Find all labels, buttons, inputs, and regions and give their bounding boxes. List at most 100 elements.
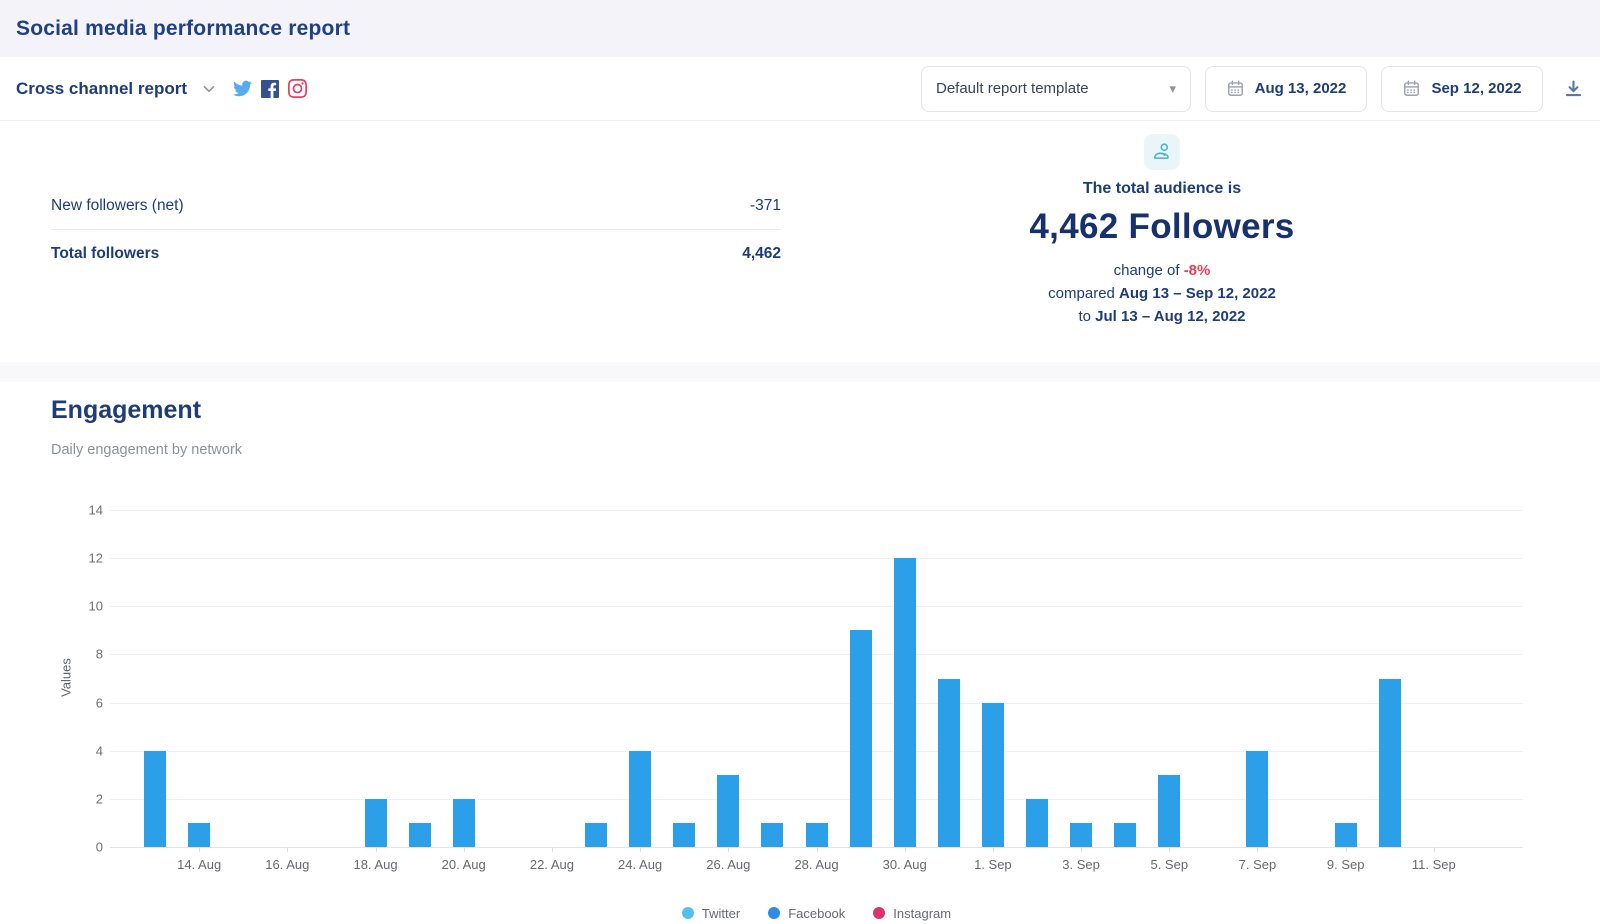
y-axis: 14 12 10 8 6 4 2 0 [60, 503, 103, 855]
bar-2-sep[interactable] [1025, 798, 1048, 847]
date-from-input[interactable]: Aug 13, 2022 [1205, 65, 1367, 112]
calendar-icon [1227, 80, 1243, 96]
gridline [110, 606, 1523, 608]
chevron-down-icon[interactable] [201, 81, 217, 97]
gridline [110, 510, 1523, 511]
date-to-input[interactable]: Sep 12, 2022 [1381, 65, 1543, 112]
bar-28-aug[interactable] [805, 822, 828, 847]
legend-label: Facebook [788, 906, 846, 921]
legend-item-twitter[interactable]: Twitter [681, 903, 741, 921]
facebook-icon[interactable] [261, 79, 279, 98]
bar-26-aug[interactable] [717, 774, 740, 847]
bar-9-sep[interactable] [1334, 822, 1357, 847]
bar-27-aug[interactable] [761, 822, 784, 847]
followers-stats-table: New followers (net) -371 Total followers… [51, 183, 781, 277]
legend-item-facebook[interactable]: Facebook [768, 903, 845, 921]
x-axis-tick [992, 847, 994, 852]
x-axis-tick [463, 847, 465, 852]
twitter-icon[interactable] [233, 79, 252, 98]
bar-10-sep[interactable] [1378, 678, 1401, 847]
bar-20-aug[interactable] [452, 798, 475, 847]
x-axis-tick [1257, 847, 1259, 852]
compare-range: Aug 13 – Sep 12, 2022 [1119, 285, 1276, 302]
x-axis-tick [551, 847, 553, 852]
gridline [110, 798, 1523, 800]
x-axis-tick [1169, 847, 1171, 852]
x-axis-tick-label: 30. Aug [882, 857, 927, 872]
x-axis-tick [728, 847, 730, 852]
bar-31-aug[interactable] [937, 678, 960, 847]
audience-compare-line: compared Aug 13 – Sep 12, 2022 [1048, 285, 1276, 302]
bar-14-aug[interactable] [188, 822, 211, 847]
plot-area: 14. Aug 16. Aug 18. Aug 20. Aug 22. Aug 24. A… [110, 510, 1523, 872]
calendar-icon [1404, 80, 1420, 96]
bar-25-aug[interactable] [673, 822, 696, 847]
bar-23-aug[interactable] [585, 822, 608, 847]
audience-caption: The total audience is [1082, 180, 1242, 197]
stat-value: -371 [749, 197, 781, 214]
x-axis-tick-label: 3. Sep [1062, 857, 1100, 872]
bar-1-sep[interactable] [981, 702, 1004, 847]
x-axis-tick [640, 847, 642, 852]
x-axis-tick [287, 847, 289, 852]
legend-dot [873, 907, 886, 919]
table-row: Total followers 4,462 [51, 230, 781, 277]
download-icon[interactable] [1563, 78, 1584, 99]
bar-18-aug[interactable] [364, 798, 387, 847]
report-template-select[interactable]: Default report template ▾ [921, 65, 1191, 112]
x-axis-tick-label: 16. Aug [265, 857, 310, 872]
section-divider [0, 362, 1600, 382]
x-axis-tick [1345, 847, 1347, 852]
bar-5-sep[interactable] [1158, 774, 1181, 847]
base-range: Jul 13 – Aug 12, 2022 [1095, 308, 1246, 325]
change-percent: -8% [1183, 262, 1211, 279]
toolbar-right: Default report template ▾ Aug 13, 2022 S… [921, 65, 1584, 112]
legend-label: Twitter [701, 906, 741, 921]
x-axis-tick [199, 847, 201, 852]
x-axis-tick-label: 5. Sep [1150, 857, 1189, 872]
bar-29-aug[interactable] [849, 630, 872, 847]
table-row: New followers (net) -371 [51, 183, 781, 230]
y-axis-tick-label: 0 [95, 839, 103, 855]
bar-3-sep[interactable] [1070, 822, 1093, 847]
x-axis-tick-label: 9. Sep [1326, 857, 1365, 872]
toolbar: Cross channel report Default report temp… [0, 57, 1600, 121]
section-subtitle: Daily engagement by network [51, 442, 243, 458]
x-axis-tick-label: 22. Aug [529, 857, 574, 872]
audience-base-line: to Jul 13 – Aug 12, 2022 [1078, 308, 1246, 325]
engagement-chart: Values 14 12 10 8 6 4 2 0 14. Aug 16. Aug 18. Aug… [0, 503, 1600, 924]
bar-19-aug[interactable] [408, 822, 431, 847]
legend-dot [768, 907, 781, 919]
date-from-value: Aug 13, 2022 [1254, 80, 1347, 97]
bar-13-aug[interactable] [144, 750, 167, 847]
network-icons [233, 79, 307, 98]
bar-4-sep[interactable] [1114, 822, 1137, 847]
legend-item-instagram[interactable]: Instagram [873, 903, 951, 921]
stat-label: Total followers [51, 244, 160, 262]
stat-value: 4,462 [742, 244, 781, 262]
x-axis-tick-label: 26. Aug [706, 857, 751, 872]
x-axis-tick [1433, 847, 1435, 852]
x-axis-tick-label: 14. Aug [177, 857, 222, 872]
instagram-icon[interactable] [288, 79, 307, 98]
bar-30-aug[interactable] [893, 558, 916, 847]
y-axis-tick-label: 14 [88, 502, 103, 518]
users-icon [1144, 134, 1180, 170]
x-axis-tick [904, 847, 906, 852]
legend-dot [681, 907, 694, 919]
gridline [110, 558, 1523, 560]
legend-label: Instagram [893, 906, 952, 921]
report-template-value: Default report template [936, 80, 1089, 97]
chart-legend: Twitter Facebook Instagram [110, 903, 1523, 921]
y-axis-tick-label: 6 [95, 695, 103, 711]
x-axis-tick-label: 18. Aug [353, 857, 398, 872]
bar-7-sep[interactable] [1246, 750, 1269, 847]
x-axis-tick [375, 847, 377, 852]
audience-total: 4,462 Followers [1029, 207, 1295, 246]
gridline [110, 750, 1523, 752]
bar-24-aug[interactable] [629, 750, 652, 847]
date-to-value: Sep 12, 2022 [1431, 80, 1522, 97]
audience-summary: The total audience is 4,462 Followers ch… [1000, 134, 1324, 328]
gridline [110, 702, 1523, 704]
x-axis-tick-label: 1. Sep [974, 857, 1012, 872]
